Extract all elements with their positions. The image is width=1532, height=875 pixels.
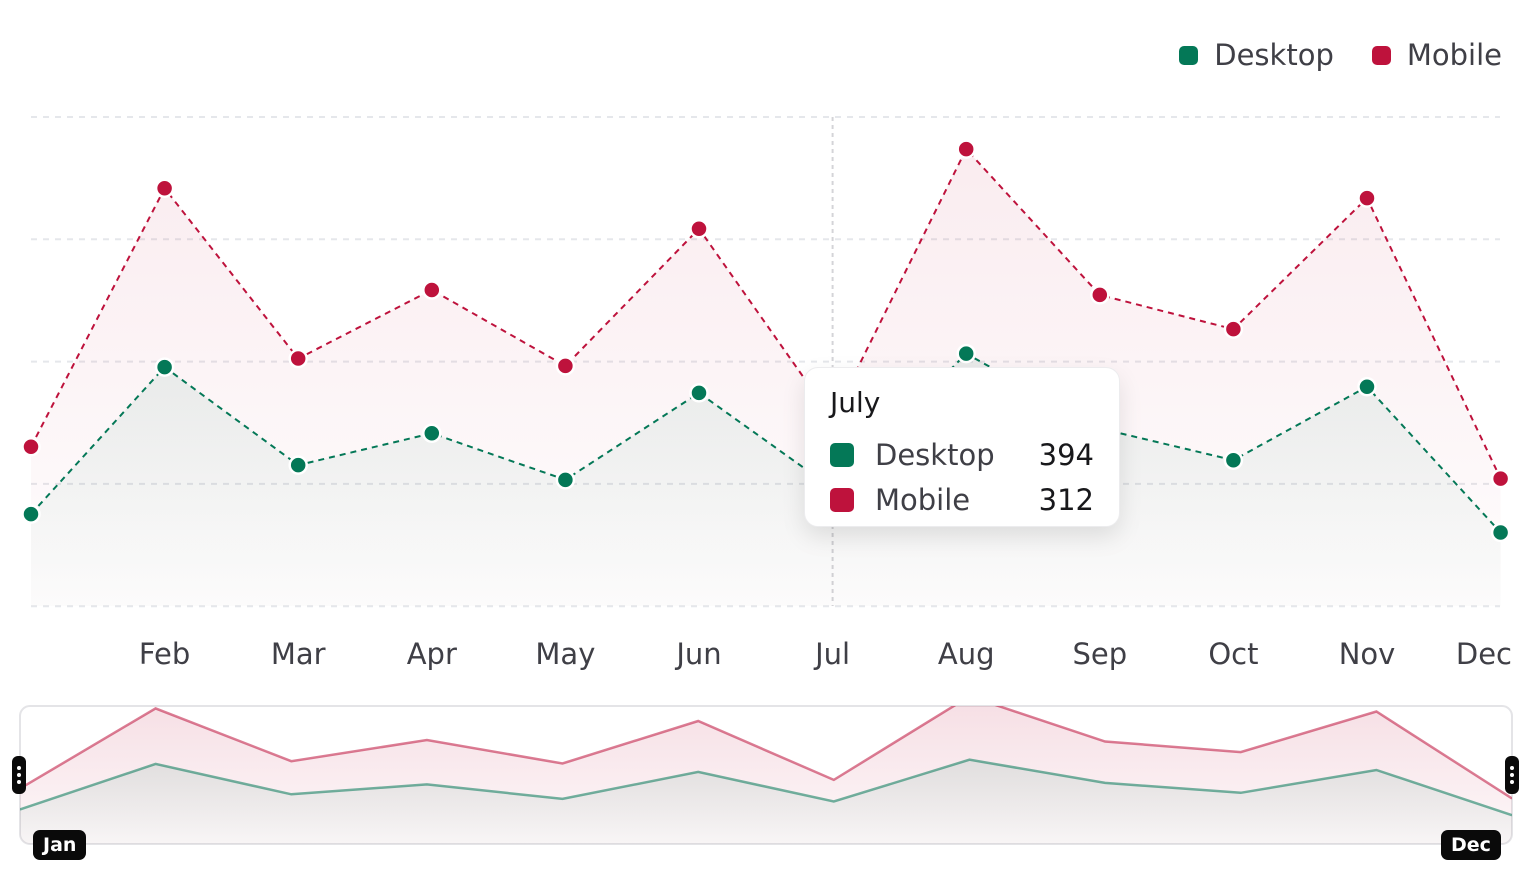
x-tick-label: Oct xyxy=(1208,637,1258,671)
series-points xyxy=(21,139,1511,543)
range-selector[interactable] xyxy=(19,696,1513,845)
mini-desktop-line xyxy=(20,758,1512,817)
chart-tooltip: July Desktop 394 Mobile 312 xyxy=(804,367,1120,527)
legend: Desktop Mobile xyxy=(1179,38,1502,72)
x-tick-label: Sep xyxy=(1072,637,1127,671)
mobile-point[interactable] xyxy=(1357,188,1377,208)
legend-label-desktop: Desktop xyxy=(1214,38,1334,72)
desktop-point[interactable] xyxy=(689,383,709,403)
desktop-point[interactable] xyxy=(1490,522,1511,543)
desktop-swatch-icon xyxy=(1179,45,1199,65)
mobile-point[interactable] xyxy=(154,178,175,199)
desktop-point[interactable] xyxy=(288,455,308,475)
desktop-point[interactable] xyxy=(154,357,175,377)
mobile-swatch-icon xyxy=(830,487,854,512)
mobile-point[interactable] xyxy=(1490,468,1511,489)
x-tick-label: Jun xyxy=(674,637,721,671)
x-tick-label: Apr xyxy=(407,637,457,671)
range-end-label: Dec xyxy=(1441,830,1501,860)
tooltip-label-mobile: Mobile xyxy=(875,482,971,517)
legend-item-desktop[interactable]: Desktop xyxy=(1179,38,1334,72)
x-tick-label: Aug xyxy=(938,637,995,671)
mobile-point[interactable] xyxy=(21,437,41,457)
desktop-point[interactable] xyxy=(422,423,442,444)
range-handle-left[interactable] xyxy=(12,756,26,794)
tooltip-row-desktop: Desktop 394 xyxy=(830,432,1094,477)
desktop-point[interactable] xyxy=(555,470,576,490)
desktop-point[interactable] xyxy=(1357,376,1377,397)
series-lines xyxy=(31,147,1502,534)
x-tick-label: Nov xyxy=(1339,637,1396,671)
mini-mobile-line xyxy=(20,706,1512,800)
mobile-point[interactable] xyxy=(422,280,442,300)
desktop-point[interactable] xyxy=(956,343,976,364)
desktop-area xyxy=(31,353,1501,606)
x-axis: Feb Mar Apr May Jun Jul Aug Sep Oct Nov Dec xyxy=(139,637,1512,671)
range-start-label: Jan xyxy=(33,830,87,860)
series-areas xyxy=(31,149,1501,606)
x-tick-label: May xyxy=(535,637,595,671)
mobile-point[interactable] xyxy=(1223,319,1244,339)
mobile-point[interactable] xyxy=(1090,285,1110,305)
mobile-point[interactable] xyxy=(555,356,576,376)
tooltip-title: July xyxy=(830,386,881,419)
legend-item-mobile[interactable]: Mobile xyxy=(1371,38,1502,72)
x-tick-label: Feb xyxy=(139,637,190,671)
mobile-swatch-icon xyxy=(1371,45,1391,65)
tooltip-value-desktop: 394 xyxy=(1038,437,1094,472)
mobile-point[interactable] xyxy=(956,139,976,159)
tooltip-label-desktop: Desktop xyxy=(875,437,995,472)
mobile-point[interactable] xyxy=(288,348,308,369)
tooltip-value-mobile: 312 xyxy=(1038,482,1094,517)
desktop-line xyxy=(31,352,1502,534)
legend-label-mobile: Mobile xyxy=(1406,38,1502,72)
desktop-swatch-icon xyxy=(830,442,854,467)
x-tick-label: Mar xyxy=(271,637,326,671)
x-tick-label: Jul xyxy=(813,637,850,671)
desktop-point[interactable] xyxy=(21,504,41,524)
mini-desktop-area xyxy=(20,759,1512,844)
tooltip-row-mobile: Mobile 312 xyxy=(830,477,1094,522)
desktop-point[interactable] xyxy=(1223,450,1244,470)
mobile-point[interactable] xyxy=(689,218,709,239)
range-handle-right[interactable] xyxy=(1505,756,1519,794)
x-tick-label: Dec xyxy=(1456,637,1512,671)
